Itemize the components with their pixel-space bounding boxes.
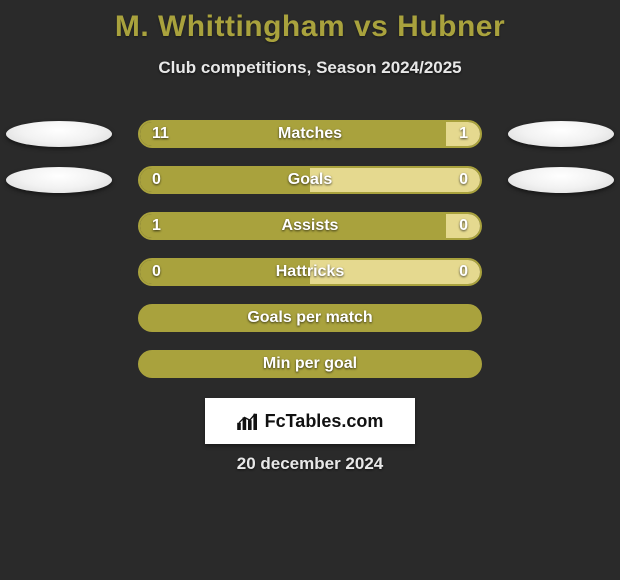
stat-label: Min per goal [140,352,480,376]
stat-value-left: 0 [152,168,161,192]
stat-bar-track: Hattricks0 0 [138,258,482,286]
stat-value-left: 11 [152,122,169,146]
stat-label: Hattricks [140,260,480,284]
player-avatar-left [6,121,112,147]
page-title: M. Whittingham vs Hubner [0,0,620,44]
stat-bar-track: Min per goal [138,350,482,378]
stat-bar-track: Goals0 0 [138,166,482,194]
subtitle: Club competitions, Season 2024/2025 [0,58,620,78]
stat-row: Matches111 [0,120,620,148]
stat-label: Matches [140,122,480,146]
comparison-chart: Matches111Goals00Assists10Hattricks00Goa… [0,120,620,396]
stat-bar-track: Assists1 0 [138,212,482,240]
stat-label: Goals [140,168,480,192]
stat-bar-track: Goals per match [138,304,482,332]
stat-label: Goals per match [140,306,480,330]
stat-value-left: 1 [152,214,161,238]
stat-value-right: 0 [459,168,468,192]
fctables-badge: FcTables.com [205,398,415,444]
stat-value-left: 0 [152,260,161,284]
stat-value-right: 0 [459,214,468,238]
player-avatar-right [508,121,614,147]
stat-value-right: 0 [459,260,468,284]
date-label: 20 december 2024 [0,454,620,474]
stat-row: Goals0 0 [0,166,620,194]
stat-label: Assists [140,214,480,238]
player-avatar-right [508,167,614,193]
stat-row: Assists1 0 [0,212,620,240]
stat-row: Goals per match [0,304,620,332]
stat-row: Hattricks0 0 [0,258,620,286]
stat-bar-track: Matches111 [138,120,482,148]
stat-row: Min per goal [0,350,620,378]
stat-value-right: 1 [459,122,468,146]
fctables-label: FcTables.com [265,411,384,432]
fctables-icon [237,412,259,430]
player-avatar-left [6,167,112,193]
